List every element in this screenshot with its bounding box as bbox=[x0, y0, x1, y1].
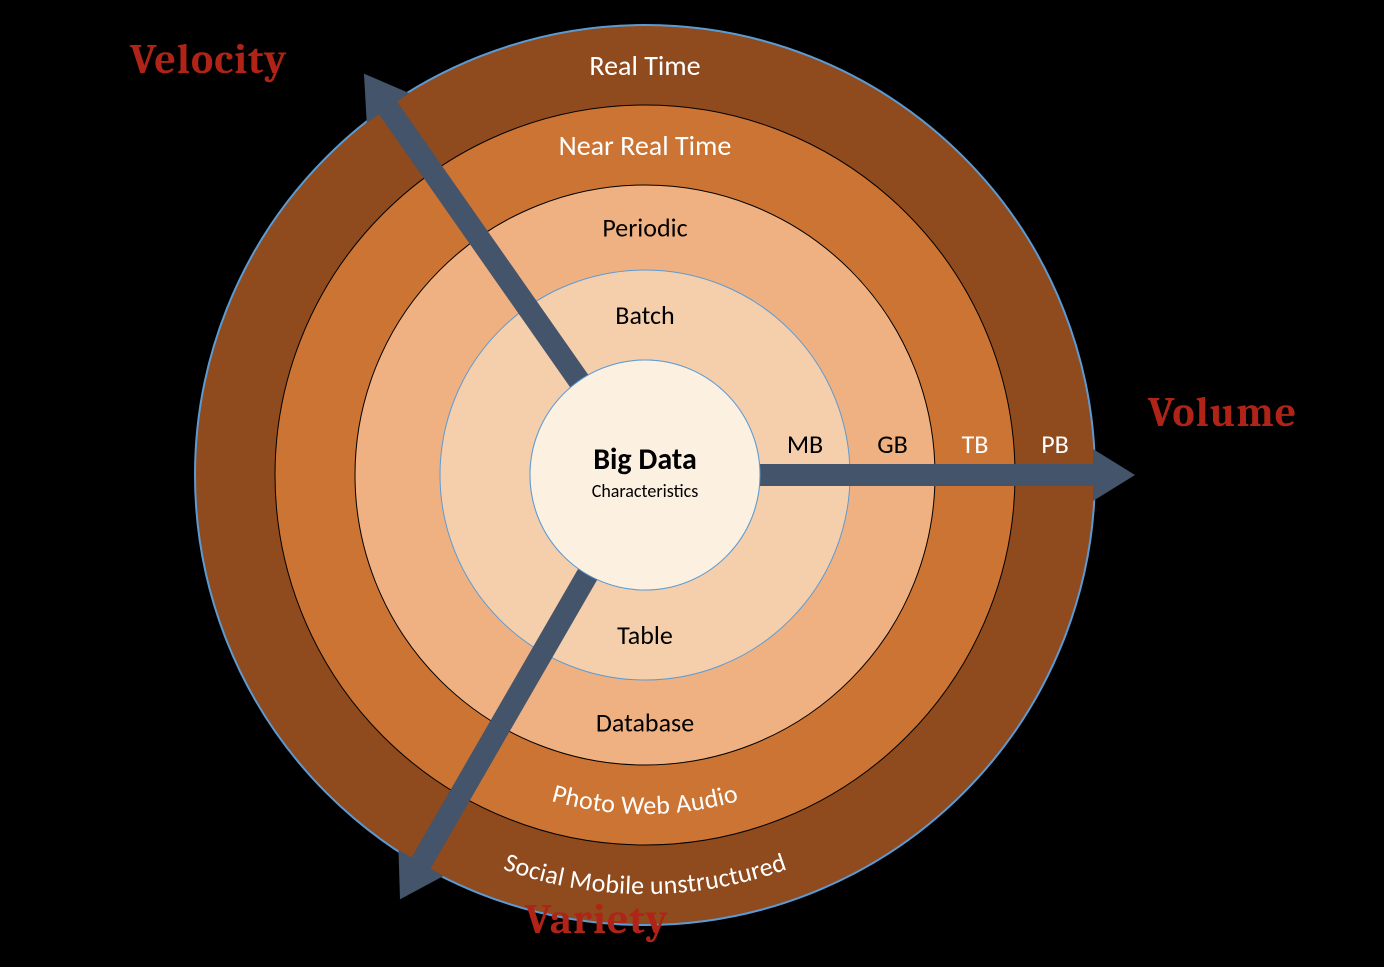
center-subtitle: Characteristics bbox=[592, 480, 699, 502]
volume-ring-label-3: TB bbox=[962, 428, 989, 460]
velocity-ring-label-2: Periodic bbox=[602, 212, 687, 244]
velocity-ring-label-3: Near Real Time bbox=[559, 128, 732, 163]
variety-ring-label-1: Table bbox=[617, 619, 673, 651]
axis-label-velocity: Velocity bbox=[130, 35, 287, 84]
diagram-stage: Big DataCharacteristics Batch Periodic Near… bbox=[0, 0, 1384, 967]
velocity-ring-label-1: Batch bbox=[615, 299, 674, 331]
volume-ring-label-2: GB bbox=[877, 428, 908, 460]
volume-ring-label-1: MB bbox=[787, 428, 823, 460]
volume-ring-label-4: PB bbox=[1041, 428, 1069, 460]
radial-diagram-svg: Big DataCharacteristics Batch Periodic Near… bbox=[0, 0, 1384, 967]
velocity-ring-label-4: Real Time bbox=[589, 48, 700, 83]
axis-label-variety: Variety bbox=[525, 895, 669, 944]
variety-ring-label-2: Database bbox=[596, 707, 694, 739]
center-title: Big Data bbox=[593, 441, 697, 478]
axis-label-volume: Volume bbox=[1148, 388, 1297, 437]
